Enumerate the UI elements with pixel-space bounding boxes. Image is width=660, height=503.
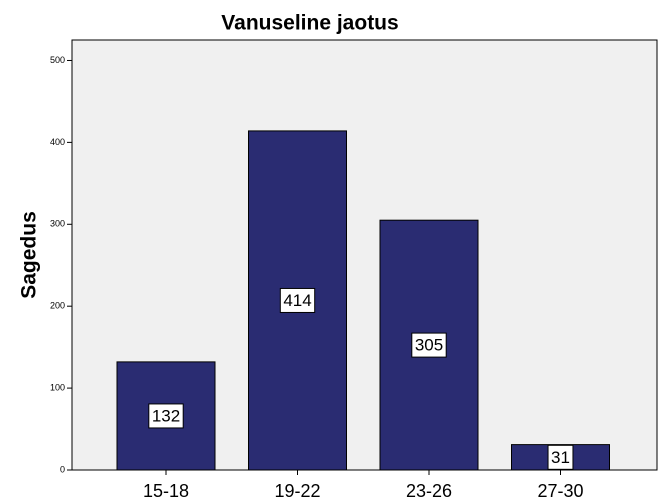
x-tick-label: 27-30 — [537, 481, 583, 501]
y-tick-label: 500 — [50, 55, 65, 65]
value-label: 31 — [551, 448, 570, 467]
y-tick-label: 200 — [50, 301, 65, 311]
value-label: 132 — [152, 406, 180, 425]
y-tick-label: 400 — [50, 137, 65, 147]
value-label-box — [148, 403, 184, 429]
x-tick-label: 19-22 — [274, 481, 320, 501]
x-tick-label: 23-26 — [406, 481, 452, 501]
value-label-box — [547, 444, 574, 470]
y-tick-label: 300 — [50, 219, 65, 229]
value-label-box — [279, 287, 316, 313]
value-label: 305 — [415, 336, 443, 355]
chart-title: Vanuseline jaotus — [221, 12, 398, 35]
value-label-box — [411, 332, 447, 358]
value-label: 414 — [283, 291, 311, 310]
y-tick-label: 100 — [50, 382, 65, 392]
y-axis-label: Sagedus — [18, 211, 41, 299]
y-tick-label: 0 — [60, 464, 65, 474]
x-tick-label: 15-18 — [143, 481, 189, 501]
